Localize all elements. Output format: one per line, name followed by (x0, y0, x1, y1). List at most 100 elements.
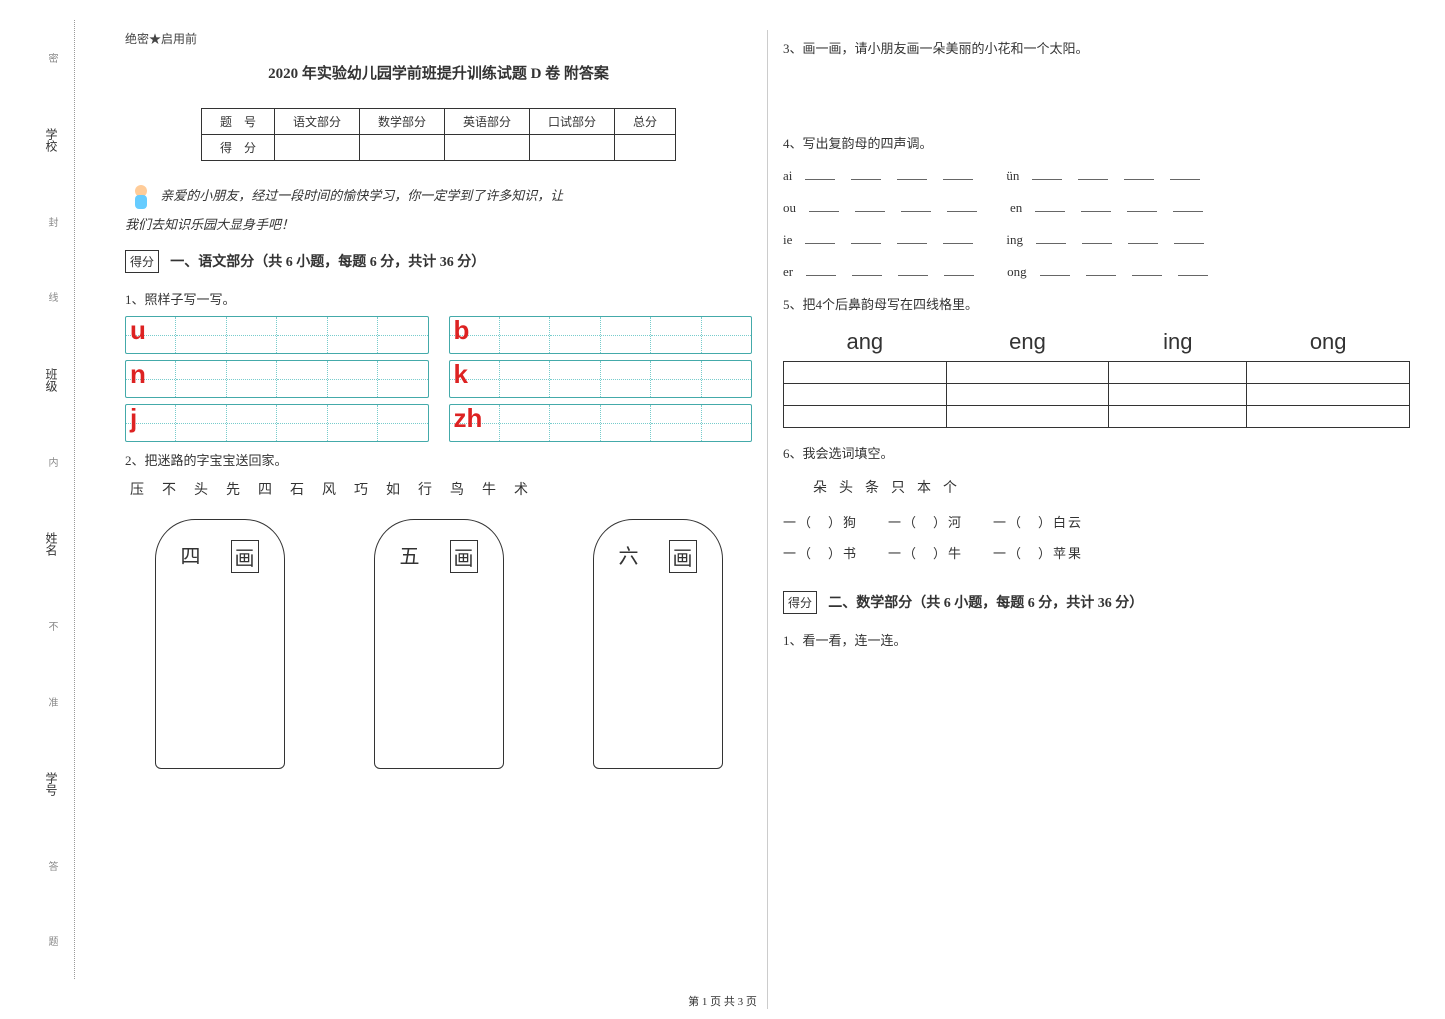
content-area: 绝密★启用前 2020 年实验幼儿园学前班提升训练试题 D 卷 附答案 题 号 … (90, 0, 1445, 1019)
example-letter: k (454, 359, 468, 390)
binding-hint: 密 (44, 53, 59, 63)
score-box: 得分 (783, 591, 817, 614)
tone-blank (851, 230, 881, 244)
letter-grid: j (125, 404, 429, 442)
secret-mark: 绝密★启用前 (125, 30, 752, 47)
tone-blank (1178, 262, 1208, 276)
intro-text: 亲爱的小朋友，经过一段时间的愉快学习，你一定学到了许多知识，让 我们去知识乐园大… (125, 181, 752, 236)
exam-title: 2020 年实验幼儿园学前班提升训练试题 D 卷 附答案 (125, 62, 752, 83)
binding-field-label: 学号 (43, 772, 60, 796)
letter-cell (227, 405, 277, 441)
stroke-count-num: 五 (400, 540, 420, 573)
stroke-count-boxes: 四画五画六画 (125, 519, 752, 769)
pinyin-header: ang (784, 323, 947, 362)
tone-line: erong (783, 262, 1410, 280)
tone-blank (1128, 230, 1158, 244)
score-cell-blank (359, 135, 444, 161)
example-letter: b (454, 315, 470, 346)
tone-blank (943, 166, 973, 180)
stroke-count-num: 四 (181, 540, 201, 573)
binding-dotted-line (74, 20, 75, 979)
pinyin-header: ing (1109, 323, 1247, 362)
pinyin-label: ong (1007, 264, 1027, 280)
section2-heading-row: 得分 二、数学部分（共 6 小题，每题 6 分，共计 36 分） (783, 587, 1410, 622)
fill-blank-line: 一（ ）书 一（ ）牛 一（ ）苹果 (783, 543, 1410, 562)
intro-line1: 亲爱的小朋友，经过一段时间的愉快学习，你一定学到了许多知识，让 (160, 188, 563, 203)
section1-heading-row: 得分 一、语文部分（共 6 小题，每题 6 分，共计 36 分） (125, 246, 752, 281)
tone-blank (898, 262, 928, 276)
example-letter: n (130, 359, 146, 390)
letter-cell (702, 361, 751, 397)
score-cell-blank (615, 135, 676, 161)
mascot-icon (125, 181, 157, 213)
tone-blank (1132, 262, 1162, 276)
binding-hint: 准 (44, 697, 59, 707)
letter-cell (328, 361, 378, 397)
score-cell-blank (274, 135, 359, 161)
score-cell: 口试部分 (530, 109, 615, 135)
tone-line: ieing (783, 230, 1410, 248)
letter-cell (651, 361, 701, 397)
pinyin-four-line-table: ang eng ing ong (783, 323, 1410, 428)
binding-hint: 线 (44, 292, 59, 302)
letter-cell (601, 361, 651, 397)
tone-blank (901, 198, 931, 212)
tone-blank (1082, 230, 1112, 244)
letter-practice-grids: ubnkjzh (125, 316, 752, 442)
pinyin-label: ai (783, 168, 792, 184)
binding-hint: 不 (44, 621, 59, 631)
letter-cell (176, 361, 226, 397)
stroke-box: 六画 (593, 519, 723, 769)
binding-field-label: 姓名 (43, 532, 60, 556)
tone-blank (855, 198, 885, 212)
letter-cell (601, 405, 651, 441)
stroke-box: 四画 (155, 519, 285, 769)
pinyin-label: ie (783, 232, 792, 248)
letter-cell (277, 405, 327, 441)
pinyin-line-row (784, 406, 1410, 428)
letter-cell (277, 361, 327, 397)
tone-line: aiün (783, 166, 1410, 184)
q2-text: 2、把迷路的字宝宝送回家。 (125, 450, 752, 469)
tone-item: ie (783, 230, 976, 248)
tone-blank (1081, 198, 1111, 212)
score-table: 题 号 语文部分 数学部分 英语部分 口试部分 总分 得 分 (201, 108, 676, 161)
letter-cell (651, 317, 701, 353)
letter-grid: b (449, 316, 753, 354)
tone-blank (944, 262, 974, 276)
pinyin-header: eng (946, 323, 1109, 362)
pinyin-header-row: ang eng ing ong (784, 323, 1410, 362)
letter-cell: n (126, 361, 176, 397)
letter-cell: u (126, 317, 176, 353)
tone-blank (897, 230, 927, 244)
stroke-box-header: 四画 (166, 540, 274, 573)
fill-blank-lines: 一（ ）狗 一（ ）河 一（ ）白云一（ ）书 一（ ）牛 一（ ）苹果 (783, 512, 1410, 562)
letter-cell: b (450, 317, 500, 353)
letter-cell (500, 361, 550, 397)
q4-text: 4、写出复韵母的四声调。 (783, 133, 1410, 152)
tone-blank (806, 262, 836, 276)
letter-grid: u (125, 316, 429, 354)
word-bank: 朵头条只本个 (813, 477, 1410, 497)
stroke-box-header: 六画 (604, 540, 712, 573)
binding-field-label: 学校 (43, 128, 60, 152)
tone-blank (947, 198, 977, 212)
letter-cell (500, 317, 550, 353)
tone-line: ouen (783, 198, 1410, 216)
q5-text: 5、把4个后鼻韵母写在四线格里。 (783, 294, 1410, 313)
tone-blank (1124, 166, 1154, 180)
score-cell: 得 分 (201, 135, 274, 161)
letter-cell (550, 405, 600, 441)
letter-grid-row: ub (125, 316, 752, 354)
pinyin-label: en (1010, 200, 1022, 216)
letter-cell (176, 405, 226, 441)
tone-blank (851, 166, 881, 180)
fill-blank-line: 一（ ）狗 一（ ）河 一（ ）白云 (783, 512, 1410, 531)
tone-blank (1036, 230, 1066, 244)
q1-text: 1、照样子写一写。 (125, 289, 752, 308)
section2-heading: 二、数学部分（共 6 小题，每题 6 分，共计 36 分） (828, 592, 1143, 612)
score-cell: 数学部分 (359, 109, 444, 135)
letter-cell (277, 317, 327, 353)
binding-hint: 题 (44, 936, 59, 946)
pinyin-line-row (784, 362, 1410, 384)
